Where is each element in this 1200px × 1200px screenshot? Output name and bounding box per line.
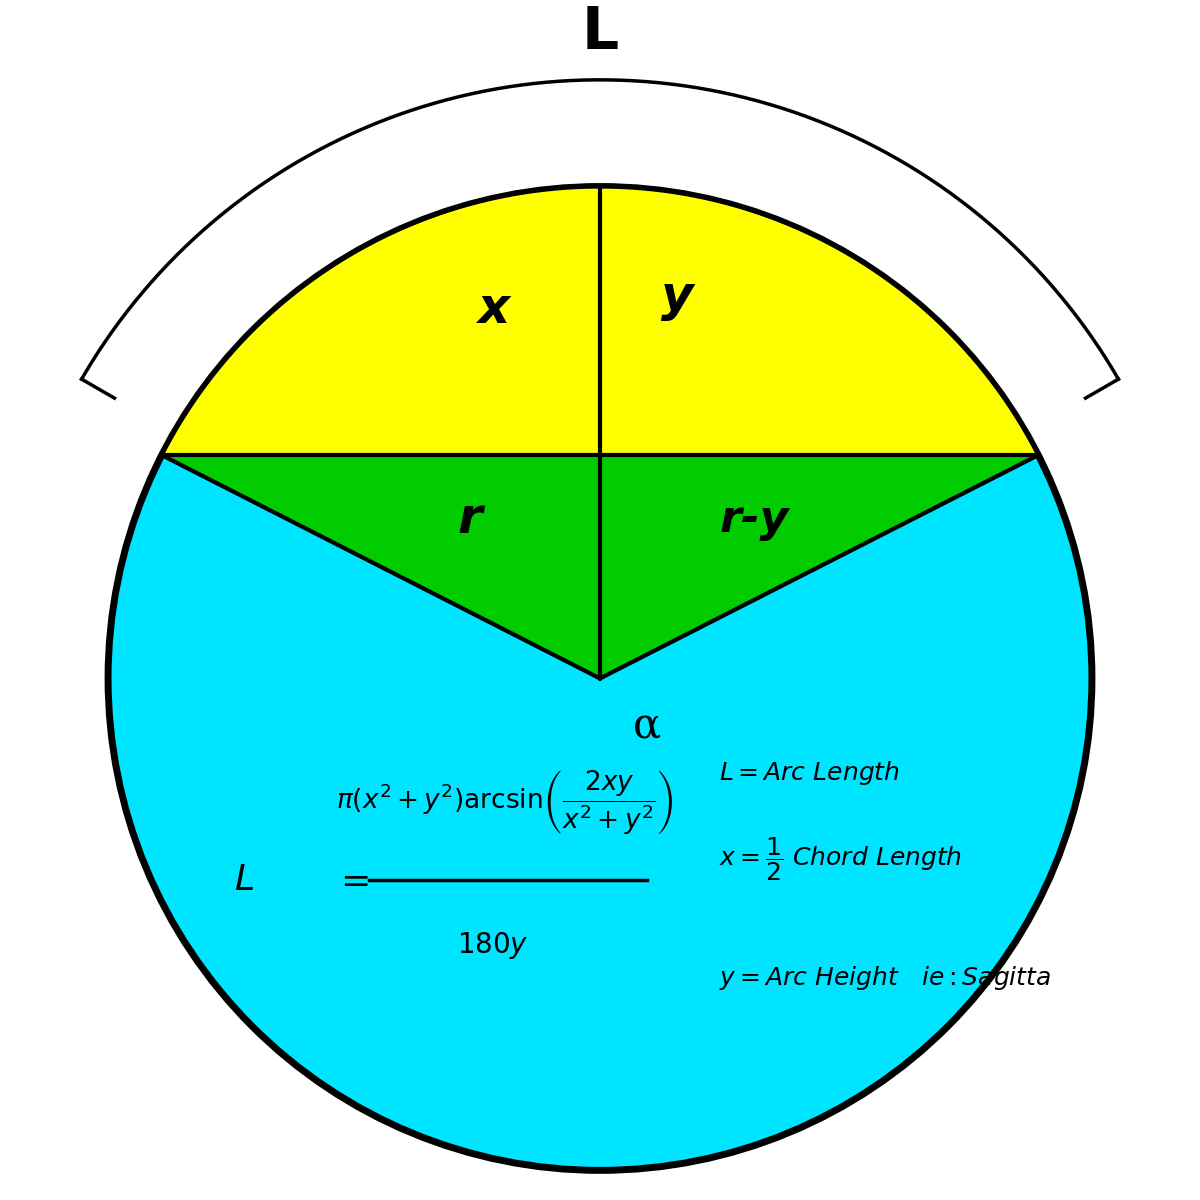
- Text: x: x: [478, 284, 510, 332]
- Text: r: r: [457, 496, 482, 544]
- Text: L: L: [581, 4, 619, 61]
- Circle shape: [108, 186, 1092, 1170]
- Text: $L = Arc\ Length$: $L = Arc\ Length$: [719, 760, 899, 787]
- Text: $y = Arc\ Height\ \ \ ie : Sagitta$: $y = Arc\ Height\ \ \ ie : Sagitta$: [719, 964, 1051, 992]
- Text: $180y$: $180y$: [457, 930, 529, 961]
- Text: $=$: $=$: [334, 863, 368, 896]
- Text: α: α: [634, 704, 661, 746]
- Text: $\pi(x^2+y^2)\arcsin\!\left(\dfrac{2xy}{x^2+y^2}\right)$: $\pi(x^2+y^2)\arcsin\!\left(\dfrac{2xy}{…: [336, 768, 674, 838]
- Text: $x = \dfrac{1}{2}\ Chord\ Length$: $x = \dfrac{1}{2}\ Chord\ Length$: [719, 835, 961, 882]
- Polygon shape: [162, 186, 1038, 678]
- Polygon shape: [162, 455, 1038, 678]
- Text: $L$: $L$: [234, 863, 254, 896]
- Text: r-y: r-y: [719, 498, 788, 541]
- Text: y: y: [661, 274, 694, 322]
